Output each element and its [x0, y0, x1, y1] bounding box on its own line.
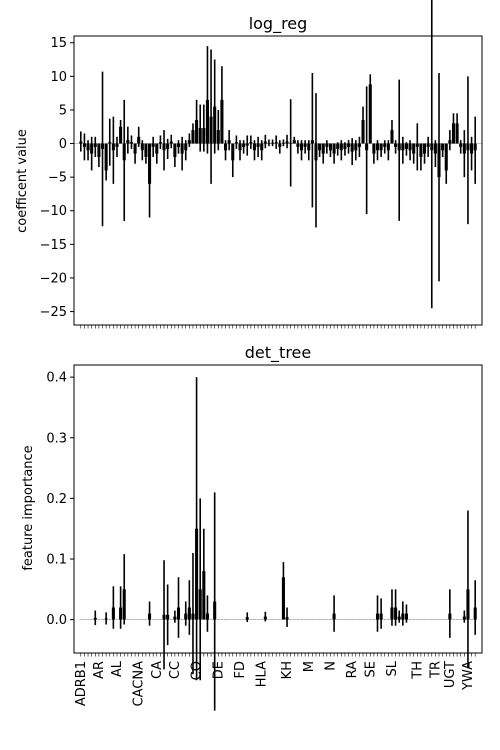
y-ticks-det-tree: 0.4 0.3 0.2 0.1 0.0 [46, 371, 74, 628]
x-tick-label: M [302, 661, 317, 672]
y-tick-label: 0.0 [46, 613, 67, 628]
y-tick-label: −5 [48, 171, 67, 186]
x-tick-label: TR [428, 661, 443, 679]
x-tick-label: SL [385, 660, 400, 676]
chart-log-reg: log_reg coefficent value 15 10 5 0 −5 −10 −15 −… [15, 0, 483, 329]
x-tick-label: SE [363, 661, 378, 677]
bar [104, 143, 108, 171]
x-ticks-log-reg [80, 325, 476, 329]
error-bars-det-tree [94, 377, 476, 711]
y-tick-label: −25 [40, 305, 67, 320]
y-tick-label: −10 [40, 204, 67, 219]
bar [119, 126, 123, 144]
x-tick-label: CO [190, 661, 205, 680]
x-tick-label: N [323, 661, 338, 671]
y-axis-label-det-tree: feature importance [21, 445, 36, 570]
y-tick-label: 0.4 [46, 371, 67, 386]
y-axis-label-log-reg: coefficent value [15, 129, 30, 233]
x-tick-label: DE [211, 661, 226, 679]
chart-det-tree: det_tree feature importance 0.4 0.3 0.2 0.1… [21, 343, 483, 711]
x-tick-label: KH [280, 661, 295, 679]
y-tick-label: −20 [40, 271, 67, 286]
error-bars-log-reg [80, 0, 476, 309]
x-tick-label: CA [150, 661, 165, 679]
chart-title-det-tree: det_tree [245, 343, 311, 363]
y-tick-label: 15 [50, 36, 67, 51]
bar [281, 577, 285, 620]
x-tick-label: HLA [255, 661, 270, 687]
chart-title-log-reg: log_reg [249, 14, 308, 34]
y-tick-label: 10 [50, 70, 67, 85]
y-tick-label: 5 [59, 103, 67, 118]
x-tick-label: YWA [461, 661, 476, 691]
x-tick-label: ADRB1 [74, 661, 89, 706]
x-tick-label: UGT [443, 661, 458, 688]
y-tick-label: −15 [40, 238, 67, 253]
y-tick-label: 0.3 [46, 431, 67, 446]
bars-det-tree [79, 528, 477, 620]
x-tick-label: CC [168, 661, 183, 679]
x-tick-label: TH [410, 661, 425, 680]
y-tick-label: 0 [59, 137, 67, 152]
plot-frame-det-tree [73, 364, 483, 654]
x-tick-label: FD [233, 661, 248, 679]
plot-frame-log-reg [73, 35, 483, 326]
bar [368, 84, 372, 144]
x-tick-labels-det-tree: ADRB1 AR AL CACNA CA CC CO DE FD HLA KH M N RA SE SL TH T… [74, 660, 476, 706]
x-tick-label: AL [110, 660, 125, 677]
y-tick-label: 0.1 [46, 553, 67, 568]
x-tick-label: CACNA [132, 661, 147, 707]
y-ticks-log-reg: 15 10 5 0 −5 −10 −15 −20 −25 [40, 36, 74, 320]
x-tick-label: AR [92, 661, 107, 679]
x-tick-label: RA [345, 661, 360, 679]
x-ticks-det-tree [80, 653, 476, 657]
y-tick-label: 0.2 [46, 492, 67, 507]
